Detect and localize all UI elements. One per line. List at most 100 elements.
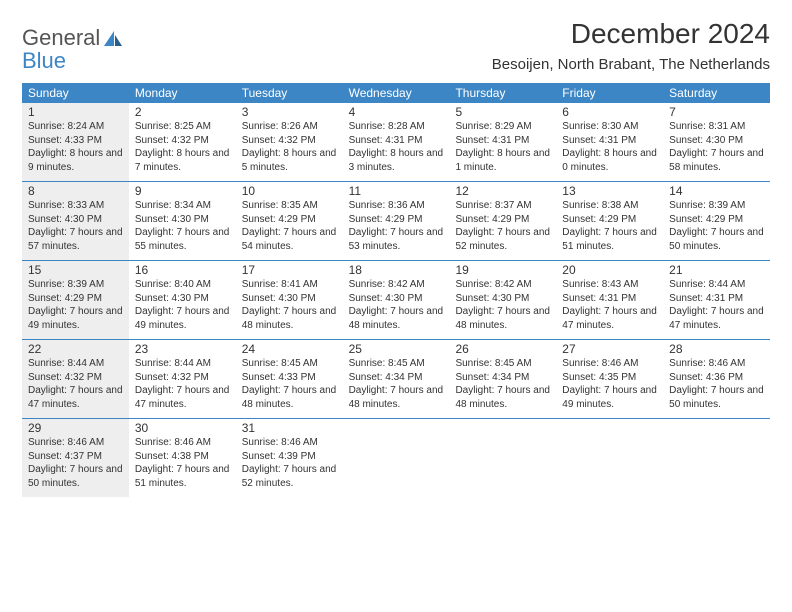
day-details: Sunrise: 8:33 AMSunset: 4:30 PMDaylight:… xyxy=(28,199,123,253)
day-cell: 16Sunrise: 8:40 AMSunset: 4:30 PMDayligh… xyxy=(129,261,236,339)
sunset-line: Sunset: 4:30 PM xyxy=(455,292,550,306)
day-number: 23 xyxy=(135,342,230,356)
daylight-line: Daylight: 7 hours and 52 minutes. xyxy=(455,226,550,253)
sunrise-line: Sunrise: 8:45 AM xyxy=(349,357,444,371)
week-row: 1Sunrise: 8:24 AMSunset: 4:33 PMDaylight… xyxy=(22,103,770,182)
day-header: Saturday xyxy=(663,83,770,103)
day-cell-empty xyxy=(343,419,450,497)
day-header: Wednesday xyxy=(343,83,450,103)
day-header-row: SundayMondayTuesdayWednesdayThursdayFrid… xyxy=(22,83,770,103)
sunset-line: Sunset: 4:29 PM xyxy=(669,213,764,227)
sunset-line: Sunset: 4:37 PM xyxy=(28,450,123,464)
week-row: 8Sunrise: 8:33 AMSunset: 4:30 PMDaylight… xyxy=(22,182,770,261)
day-number: 22 xyxy=(28,342,123,356)
sunrise-line: Sunrise: 8:45 AM xyxy=(455,357,550,371)
sunset-line: Sunset: 4:39 PM xyxy=(242,450,337,464)
week-row: 15Sunrise: 8:39 AMSunset: 4:29 PMDayligh… xyxy=(22,261,770,340)
daylight-line: Daylight: 8 hours and 3 minutes. xyxy=(349,147,444,174)
day-number: 16 xyxy=(135,263,230,277)
daylight-line: Daylight: 7 hours and 47 minutes. xyxy=(28,384,123,411)
daylight-line: Daylight: 7 hours and 55 minutes. xyxy=(135,226,230,253)
day-cell: 25Sunrise: 8:45 AMSunset: 4:34 PMDayligh… xyxy=(343,340,450,418)
day-number: 28 xyxy=(669,342,764,356)
daylight-line: Daylight: 7 hours and 49 minutes. xyxy=(28,305,123,332)
day-number: 12 xyxy=(455,184,550,198)
daylight-line: Daylight: 7 hours and 49 minutes. xyxy=(135,305,230,332)
day-number: 20 xyxy=(562,263,657,277)
sunset-line: Sunset: 4:31 PM xyxy=(562,292,657,306)
day-number: 19 xyxy=(455,263,550,277)
sunrise-line: Sunrise: 8:44 AM xyxy=(28,357,123,371)
daylight-line: Daylight: 8 hours and 9 minutes. xyxy=(28,147,123,174)
sunrise-line: Sunrise: 8:45 AM xyxy=(242,357,337,371)
day-details: Sunrise: 8:39 AMSunset: 4:29 PMDaylight:… xyxy=(669,199,764,253)
daylight-line: Daylight: 7 hours and 50 minutes. xyxy=(669,384,764,411)
day-details: Sunrise: 8:26 AMSunset: 4:32 PMDaylight:… xyxy=(242,120,337,174)
day-details: Sunrise: 8:30 AMSunset: 4:31 PMDaylight:… xyxy=(562,120,657,174)
daylight-line: Daylight: 7 hours and 47 minutes. xyxy=(562,305,657,332)
day-cell: 9Sunrise: 8:34 AMSunset: 4:30 PMDaylight… xyxy=(129,182,236,260)
daylight-line: Daylight: 7 hours and 48 minutes. xyxy=(242,305,337,332)
sunrise-line: Sunrise: 8:39 AM xyxy=(28,278,123,292)
sunset-line: Sunset: 4:38 PM xyxy=(135,450,230,464)
day-cell: 5Sunrise: 8:29 AMSunset: 4:31 PMDaylight… xyxy=(449,103,556,181)
sunset-line: Sunset: 4:30 PM xyxy=(135,213,230,227)
sunrise-line: Sunrise: 8:46 AM xyxy=(669,357,764,371)
day-details: Sunrise: 8:29 AMSunset: 4:31 PMDaylight:… xyxy=(455,120,550,174)
day-number: 26 xyxy=(455,342,550,356)
day-cell: 21Sunrise: 8:44 AMSunset: 4:31 PMDayligh… xyxy=(663,261,770,339)
daylight-line: Daylight: 7 hours and 52 minutes. xyxy=(242,463,337,490)
sail-icon xyxy=(102,29,124,56)
sunset-line: Sunset: 4:31 PM xyxy=(455,134,550,148)
day-cell: 4Sunrise: 8:28 AMSunset: 4:31 PMDaylight… xyxy=(343,103,450,181)
daylight-line: Daylight: 7 hours and 49 minutes. xyxy=(562,384,657,411)
day-cell: 26Sunrise: 8:45 AMSunset: 4:34 PMDayligh… xyxy=(449,340,556,418)
day-details: Sunrise: 8:45 AMSunset: 4:34 PMDaylight:… xyxy=(349,357,444,411)
day-cell: 17Sunrise: 8:41 AMSunset: 4:30 PMDayligh… xyxy=(236,261,343,339)
sunrise-line: Sunrise: 8:40 AM xyxy=(135,278,230,292)
sunset-line: Sunset: 4:32 PM xyxy=(28,371,123,385)
sunset-line: Sunset: 4:32 PM xyxy=(135,371,230,385)
day-details: Sunrise: 8:46 AMSunset: 4:38 PMDaylight:… xyxy=(135,436,230,490)
sunrise-line: Sunrise: 8:28 AM xyxy=(349,120,444,134)
sunset-line: Sunset: 4:29 PM xyxy=(28,292,123,306)
day-details: Sunrise: 8:39 AMSunset: 4:29 PMDaylight:… xyxy=(28,278,123,332)
sunset-line: Sunset: 4:31 PM xyxy=(562,134,657,148)
sunrise-line: Sunrise: 8:42 AM xyxy=(349,278,444,292)
day-number: 14 xyxy=(669,184,764,198)
day-details: Sunrise: 8:44 AMSunset: 4:31 PMDaylight:… xyxy=(669,278,764,332)
day-cell: 3Sunrise: 8:26 AMSunset: 4:32 PMDaylight… xyxy=(236,103,343,181)
sunset-line: Sunset: 4:35 PM xyxy=(562,371,657,385)
sunrise-line: Sunrise: 8:41 AM xyxy=(242,278,337,292)
day-details: Sunrise: 8:24 AMSunset: 4:33 PMDaylight:… xyxy=(28,120,123,174)
day-details: Sunrise: 8:37 AMSunset: 4:29 PMDaylight:… xyxy=(455,199,550,253)
day-cell: 19Sunrise: 8:42 AMSunset: 4:30 PMDayligh… xyxy=(449,261,556,339)
page-title: December 2024 xyxy=(492,18,770,50)
day-details: Sunrise: 8:36 AMSunset: 4:29 PMDaylight:… xyxy=(349,199,444,253)
day-number: 6 xyxy=(562,105,657,119)
day-cell: 31Sunrise: 8:46 AMSunset: 4:39 PMDayligh… xyxy=(236,419,343,497)
weeks-container: 1Sunrise: 8:24 AMSunset: 4:33 PMDaylight… xyxy=(22,103,770,497)
sunset-line: Sunset: 4:30 PM xyxy=(669,134,764,148)
sunrise-line: Sunrise: 8:46 AM xyxy=(28,436,123,450)
brand-logo: General Blue xyxy=(22,18,124,72)
day-number: 3 xyxy=(242,105,337,119)
day-details: Sunrise: 8:42 AMSunset: 4:30 PMDaylight:… xyxy=(455,278,550,332)
day-cell: 6Sunrise: 8:30 AMSunset: 4:31 PMDaylight… xyxy=(556,103,663,181)
day-number: 27 xyxy=(562,342,657,356)
day-cell: 10Sunrise: 8:35 AMSunset: 4:29 PMDayligh… xyxy=(236,182,343,260)
sunset-line: Sunset: 4:30 PM xyxy=(349,292,444,306)
day-number: 11 xyxy=(349,184,444,198)
day-cell-empty xyxy=(449,419,556,497)
day-details: Sunrise: 8:45 AMSunset: 4:34 PMDaylight:… xyxy=(455,357,550,411)
daylight-line: Daylight: 7 hours and 48 minutes. xyxy=(349,384,444,411)
day-number: 7 xyxy=(669,105,764,119)
day-details: Sunrise: 8:28 AMSunset: 4:31 PMDaylight:… xyxy=(349,120,444,174)
daylight-line: Daylight: 8 hours and 1 minute. xyxy=(455,147,550,174)
sunset-line: Sunset: 4:34 PM xyxy=(455,371,550,385)
daylight-line: Daylight: 7 hours and 48 minutes. xyxy=(349,305,444,332)
daylight-line: Daylight: 8 hours and 7 minutes. xyxy=(135,147,230,174)
week-row: 29Sunrise: 8:46 AMSunset: 4:37 PMDayligh… xyxy=(22,419,770,497)
day-details: Sunrise: 8:41 AMSunset: 4:30 PMDaylight:… xyxy=(242,278,337,332)
day-details: Sunrise: 8:45 AMSunset: 4:33 PMDaylight:… xyxy=(242,357,337,411)
